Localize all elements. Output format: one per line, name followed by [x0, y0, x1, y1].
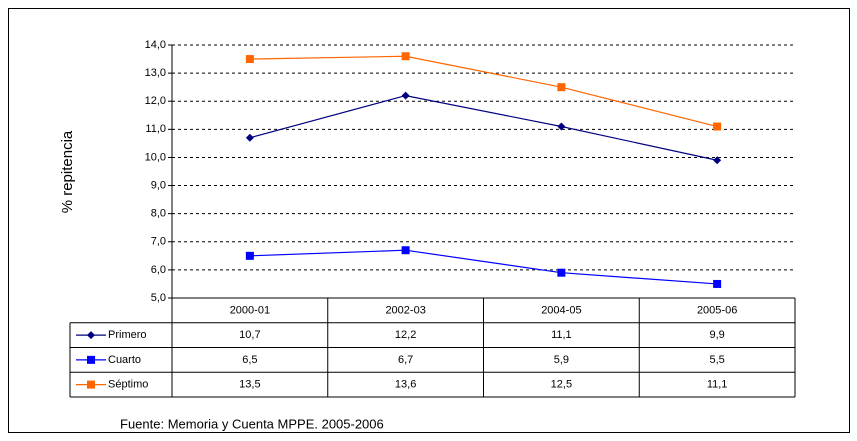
series-line: [249, 55, 718, 128]
y-tick-label: 5,0: [151, 292, 166, 304]
series-line: [249, 249, 718, 285]
y-axis-label: % repitencia: [59, 130, 76, 213]
table-value: 9,9: [709, 329, 724, 341]
table-value: 13,6: [395, 379, 416, 391]
table-value: 12,2: [395, 329, 416, 341]
table-value: 13,5: [239, 379, 260, 391]
table-value: 5,5: [709, 354, 724, 366]
table-value: 10,7: [239, 329, 260, 341]
marker: [245, 55, 254, 64]
table-value: 12,5: [551, 379, 572, 391]
y-tick-label: 8,0: [151, 208, 166, 220]
marker: [557, 83, 566, 92]
y-tick-label: 7,0: [151, 236, 166, 248]
y-tick-label: 6,0: [151, 264, 166, 276]
x-tick-label: 2004-05: [541, 304, 581, 316]
marker: [557, 122, 566, 131]
y-tick-label: 9,0: [151, 179, 166, 191]
marker: [713, 279, 722, 288]
legend-label: Primero: [108, 329, 147, 341]
marker: [557, 268, 566, 277]
y-tick-label: 10,0: [145, 151, 166, 163]
y-tick-label: 14,0: [145, 39, 166, 51]
series-line: [249, 94, 718, 161]
table-value: 11,1: [551, 329, 572, 341]
legend-marker: [87, 380, 95, 389]
x-tick-label: 2002-03: [385, 304, 425, 316]
legend-marker: [87, 355, 95, 364]
x-tick-label: 2000-01: [230, 304, 270, 316]
table-value: 6,5: [242, 354, 257, 366]
chart-border: [8, 8, 850, 433]
marker: [401, 246, 410, 255]
x-tick-label: 2005-06: [697, 304, 737, 316]
marker: [245, 133, 254, 142]
legend-marker: [87, 331, 95, 340]
legend-label: Cuarto: [108, 354, 141, 366]
table-value: 5,9: [554, 354, 569, 366]
y-tick-label: 12,0: [145, 95, 166, 107]
source-note: Fuente: Memoria y Cuenta MPPE. 2005-2006: [120, 416, 384, 431]
marker: [713, 156, 722, 165]
y-tick-label: 11,0: [145, 123, 166, 135]
table-value: 6,7: [398, 354, 413, 366]
legend-label: Séptimo: [108, 379, 148, 391]
y-tick-label: 13,0: [145, 67, 166, 79]
table-value: 11,1: [707, 379, 728, 391]
marker: [245, 251, 254, 260]
marker: [713, 122, 722, 131]
marker: [401, 91, 410, 100]
marker: [401, 52, 410, 61]
